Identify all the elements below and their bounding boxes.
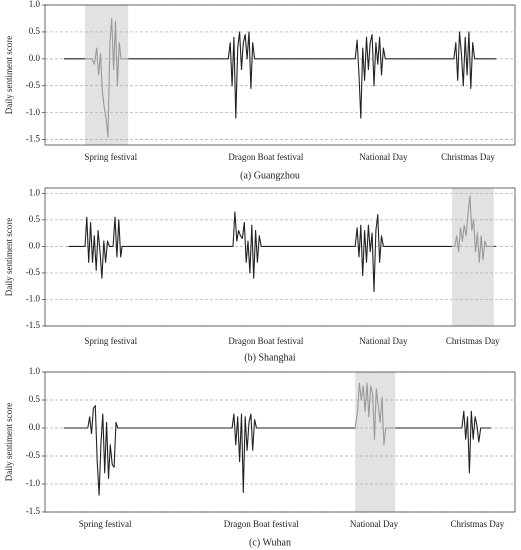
y-tick-label: 0.5 bbox=[29, 26, 41, 36]
caption: (c) Wuhan bbox=[249, 537, 291, 548]
x-tick-label: National Day bbox=[359, 152, 408, 162]
y-axis-label: Daily sentiment score bbox=[4, 36, 14, 114]
y-tick-label: -1.0 bbox=[26, 107, 41, 117]
x-tick-label: Christmas Day bbox=[451, 519, 505, 529]
y-axis-label: Daily sentiment score bbox=[4, 403, 14, 481]
x-tick-label: National Day bbox=[359, 336, 408, 346]
plot-frame bbox=[44, 4, 516, 146]
y-tick-label: 0.0 bbox=[29, 422, 41, 432]
y-tick-label: -1.5 bbox=[26, 506, 41, 516]
y-tick-label: 0.5 bbox=[29, 214, 41, 224]
y-tick-label: -1.0 bbox=[26, 294, 41, 304]
highlight-band bbox=[452, 188, 494, 326]
y-tick-label: 1.0 bbox=[29, 0, 41, 9]
plot-frame bbox=[44, 187, 516, 327]
sentiment-line bbox=[85, 17, 129, 138]
x-tick-label: Christmas Day bbox=[446, 336, 500, 346]
x-tick-label: Spring festival bbox=[79, 519, 132, 529]
sentiment-line bbox=[63, 405, 491, 496]
x-tick-label: Christmas Day bbox=[441, 152, 495, 162]
y-tick-label: -0.5 bbox=[26, 450, 41, 460]
sentiment-line bbox=[354, 382, 396, 446]
y-tick-label: 0.0 bbox=[29, 53, 41, 63]
x-tick-label: Dragon Boat festival bbox=[224, 519, 299, 529]
y-tick-label: -1.0 bbox=[26, 478, 41, 488]
x-tick-label: Spring festival bbox=[84, 152, 137, 162]
y-tick-label: 1.0 bbox=[29, 366, 41, 376]
y-tick-label: 0.0 bbox=[29, 240, 41, 250]
sentiment-line bbox=[63, 31, 497, 119]
caption: (a) Guangzhou bbox=[240, 170, 300, 181]
caption: (b) Shanghai bbox=[244, 352, 296, 363]
y-axis-label: Daily sentiment score bbox=[4, 218, 14, 296]
y-tick-label: 1.0 bbox=[29, 187, 41, 197]
y-tick-label: -0.5 bbox=[26, 267, 41, 277]
highlight-band bbox=[355, 372, 396, 512]
sentiment-line bbox=[68, 211, 496, 293]
y-tick-label: -1.5 bbox=[26, 134, 41, 144]
sentiment-line bbox=[452, 195, 494, 263]
y-tick-label: -1.5 bbox=[26, 320, 41, 330]
y-tick-label: 0.5 bbox=[29, 394, 41, 404]
x-tick-label: Dragon Boat festival bbox=[228, 152, 303, 162]
plot-frame bbox=[44, 371, 516, 513]
x-tick-label: Dragon Boat festival bbox=[228, 336, 303, 346]
x-tick-label: Spring festival bbox=[84, 336, 137, 346]
y-tick-label: -0.5 bbox=[26, 80, 41, 90]
x-tick-label: National Day bbox=[350, 519, 399, 529]
